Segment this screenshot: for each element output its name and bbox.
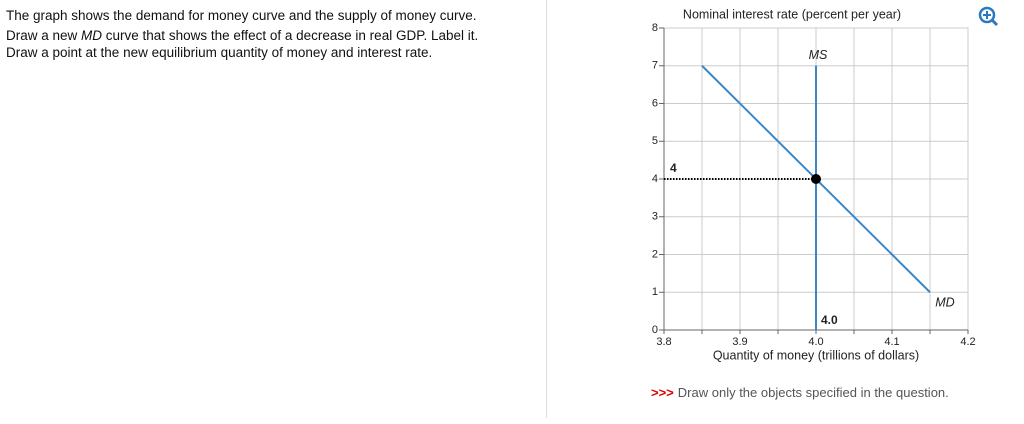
y-tick-label: 7 (652, 60, 658, 72)
x-axis-title: Quantity of money (trillions of dollars) (713, 348, 919, 362)
equilibrium-point (811, 174, 821, 184)
y-tick-label: 6 (652, 97, 658, 109)
y-tick-label: 3 (652, 211, 658, 223)
legend-label: MS (809, 48, 828, 62)
y-tick-label: 0 (652, 324, 658, 336)
question-line: Draw a new MD curve that shows the effec… (6, 28, 478, 43)
divider (546, 0, 547, 418)
x-tick-label: 3.8 (656, 336, 671, 348)
footer: >>> Draw only the objects specified in th… (651, 385, 949, 400)
footer-text: Draw only the objects specified in the q… (678, 385, 949, 400)
y-tick-label: 1 (652, 286, 658, 298)
x-tick-label: 4.2 (960, 336, 975, 348)
text: Draw a new (6, 28, 82, 43)
y-tick-label: 4 (652, 173, 658, 185)
x-tick-label: 4.1 (884, 336, 899, 348)
question-line: The graph shows the demand for money cur… (6, 8, 477, 23)
y-axis-title: Nominal interest rate (percent per year) (683, 7, 901, 21)
footer-marker: >>> (651, 385, 674, 400)
y-tick-label: 2 (652, 248, 658, 260)
legend-label: MD (935, 296, 954, 310)
question-line: Draw a point at the new equilibrium quan… (6, 45, 433, 60)
point-label: 4 (670, 161, 677, 175)
point-label: 4.0 (821, 313, 838, 327)
x-tick-label: 4.0 (808, 336, 823, 348)
text: MD (81, 28, 103, 43)
y-tick-label: 8 (652, 22, 658, 34)
y-tick-label: 5 (652, 135, 658, 147)
text: curve that shows the effect of a decreas… (102, 28, 479, 43)
x-tick-label: 3.9 (732, 336, 747, 348)
zoom-icon[interactable] (978, 6, 999, 27)
